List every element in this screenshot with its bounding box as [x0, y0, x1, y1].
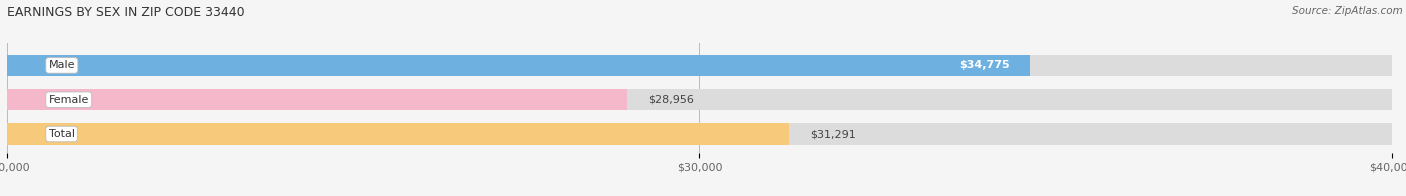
Text: $34,775: $34,775 — [959, 60, 1010, 70]
Bar — [7, 123, 789, 145]
Bar — [7, 55, 1392, 76]
Bar — [7, 89, 627, 110]
Text: Total: Total — [49, 129, 75, 139]
Text: $28,956: $28,956 — [648, 95, 693, 105]
Text: $31,291: $31,291 — [810, 129, 855, 139]
Bar — [7, 123, 1392, 145]
Text: Male: Male — [49, 60, 75, 70]
Bar — [7, 55, 1031, 76]
Text: EARNINGS BY SEX IN ZIP CODE 33440: EARNINGS BY SEX IN ZIP CODE 33440 — [7, 6, 245, 19]
Bar — [7, 89, 1392, 110]
Text: Source: ZipAtlas.com: Source: ZipAtlas.com — [1292, 6, 1403, 16]
Text: Female: Female — [49, 95, 89, 105]
